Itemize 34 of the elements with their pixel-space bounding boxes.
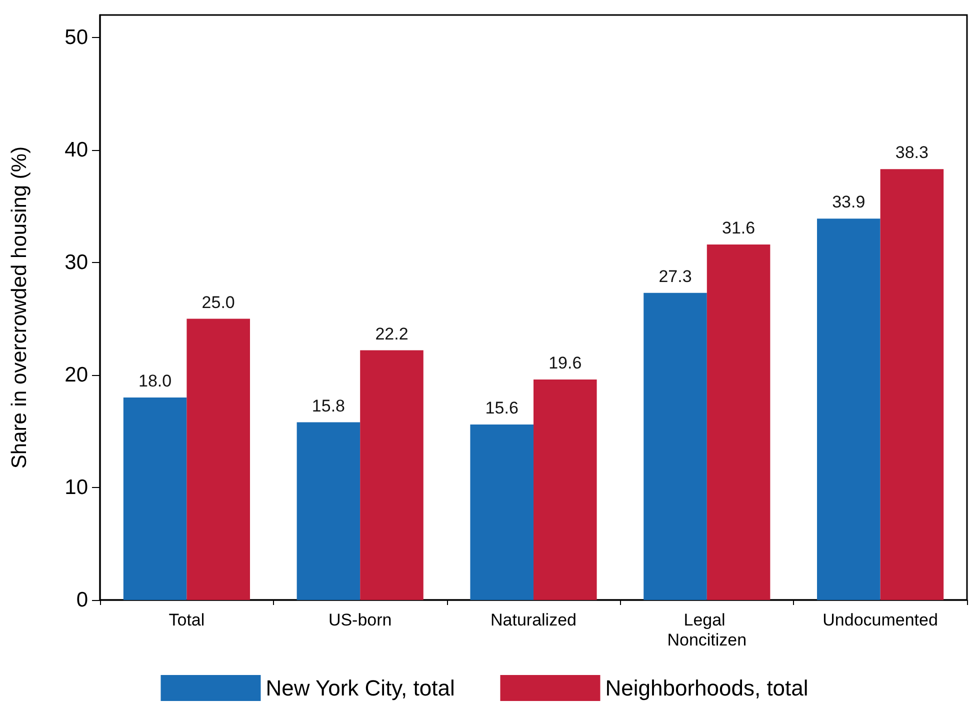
- x-tick-label: Total: [168, 610, 205, 630]
- x-tick-label: Undocumented: [822, 610, 938, 630]
- data-label: 19.6: [548, 354, 582, 372]
- x-tick-label: Naturalized: [490, 610, 576, 630]
- bar: [123, 398, 187, 600]
- y-tick-label: 40: [64, 138, 88, 162]
- bar: [186, 318, 250, 600]
- y-tick-label: 10: [64, 476, 88, 499]
- data-label: 33.9: [832, 192, 866, 212]
- data-label: 15.8: [312, 396, 345, 416]
- bar: [706, 244, 770, 600]
- bar: [534, 380, 597, 600]
- y-tick-label: 50: [64, 26, 88, 49]
- data-label: 31.6: [722, 218, 756, 238]
- y-tick-label: 0: [76, 588, 88, 612]
- y-tick-label: 20: [64, 364, 88, 386]
- bar: [296, 422, 360, 600]
- data-label: 27.3: [658, 266, 692, 286]
- data-label: 15.6: [485, 398, 518, 418]
- x-tick-label: Legal Noncitizen: [667, 610, 747, 650]
- bar: [470, 424, 534, 600]
- legend-label: Neighborhoods, total: [605, 676, 808, 700]
- data-label: 38.3: [895, 143, 928, 162]
- y-axis-title: Share in overcrowded housing (%): [8, 146, 31, 469]
- bar: [880, 169, 944, 600]
- data-label: 22.2: [375, 324, 408, 344]
- bar: [360, 350, 424, 600]
- data-label: 18.0: [138, 372, 172, 390]
- y-tick-label: 30: [64, 251, 88, 274]
- legend-label: New York City, total: [266, 676, 455, 700]
- data-label: 25.0: [202, 292, 235, 312]
- bar: [644, 292, 707, 600]
- bar: [817, 218, 880, 600]
- x-tick-label: US-born: [328, 610, 392, 630]
